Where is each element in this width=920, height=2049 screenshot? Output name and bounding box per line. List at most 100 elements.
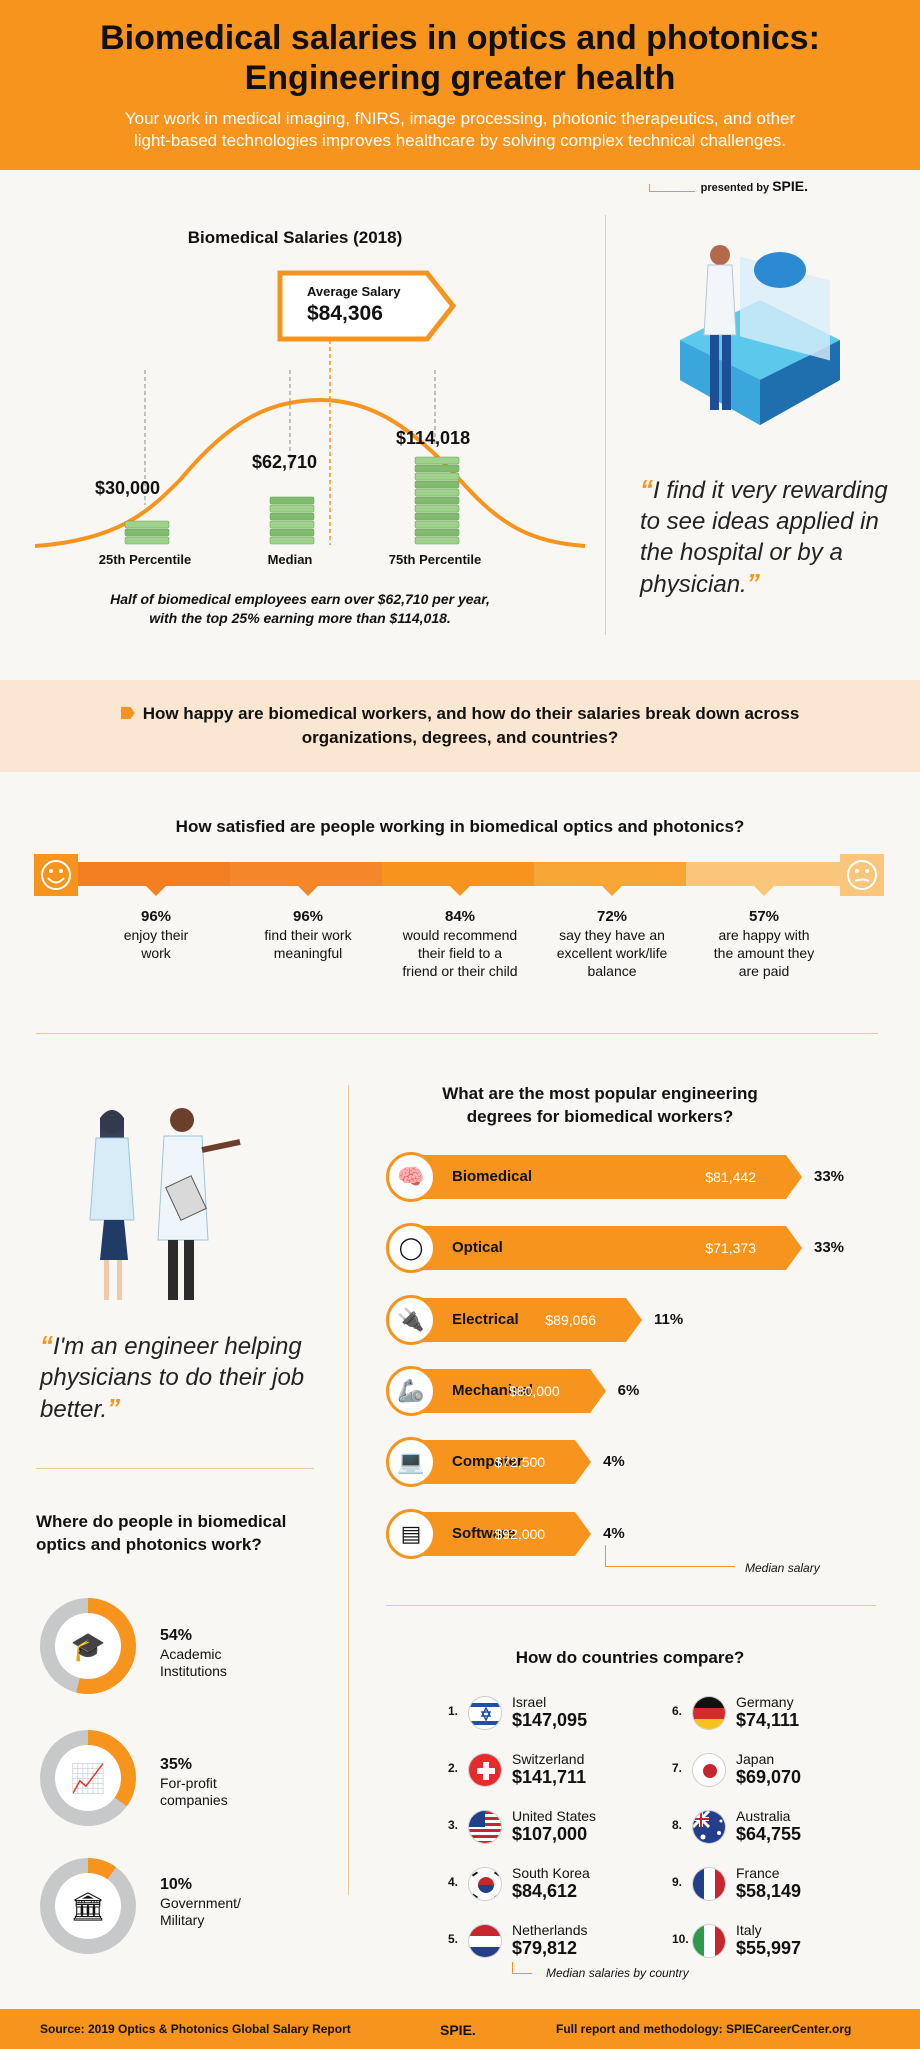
value-p75: $114,018 (396, 428, 471, 448)
graduation-cap-icon: 🎓 (70, 1630, 106, 1662)
satisfaction-stat-1: 96% enjoy their work (123, 908, 189, 961)
money-bill-1-3 (269, 512, 315, 521)
money-bill-1-0 (269, 536, 315, 545)
money-bill-1-5 (269, 496, 315, 505)
switzerland-flag-icon (468, 1753, 502, 1787)
brain-icon: 🧠 (386, 1152, 436, 1202)
money-bill-0-0 (124, 536, 170, 545)
value-p25: $30,000 (95, 478, 161, 498)
satisfaction-segment-2 (230, 862, 382, 886)
presentation-board-icon: 📈 (70, 1762, 106, 1794)
divider-horizontal-1 (36, 1033, 878, 1034)
satisfaction-stat-5: 57% are happy with the amount they are paid (713, 908, 815, 979)
bell-curve (34, 397, 586, 548)
work-stat-academic: 54% Academic Institutions (160, 1627, 227, 1679)
money-bill-2-7 (414, 480, 460, 489)
satisfaction-segment-1 (78, 862, 230, 886)
money-bill-2-9 (414, 464, 460, 473)
divider-horizontal-2 (36, 1468, 314, 1469)
close-quote-icon: ” (746, 568, 760, 598)
label-p25: 25th Percentile (98, 552, 192, 567)
presented-by: presented by SPIE. (648, 178, 808, 194)
salary-chart (34, 340, 586, 548)
average-label: Average Salary (307, 284, 401, 299)
australia-flag-icon (692, 1810, 726, 1844)
donut-government: 🏛 (40, 1858, 136, 1954)
countries-note: Median salaries by country (546, 1966, 689, 1980)
money-bill-2-4 (414, 504, 460, 513)
degree-bar: Computer $72,500 (416, 1440, 592, 1484)
money-bill-2-10 (414, 456, 460, 465)
divider-vertical-top (605, 215, 606, 635)
footer-logo: SPIE. (440, 2022, 476, 2038)
satisfaction-stat-3: 84% would recommend their field to a friend… (402, 908, 518, 979)
divider-vertical-bottom (348, 1085, 349, 1895)
quote-2: “I'm an engineer helping physicians to d… (40, 1330, 305, 1423)
degree-percent: 11% (654, 1311, 684, 1328)
degree-percent: 33% (814, 1239, 845, 1256)
degrees-note: Median salary (605, 1545, 820, 1575)
work-stat-government: 10% Government/Military (160, 1876, 241, 1928)
salaries-caption: Half of biomedical employees earn over $… (110, 591, 490, 626)
happy-face-box (34, 854, 78, 896)
usa-flag-icon (468, 1810, 502, 1844)
money-bill-2-6 (414, 488, 460, 497)
spie-logo: SPIE. (772, 178, 808, 194)
header-banner: Biomedical salaries in optics and photon… (0, 0, 920, 170)
doctor-hologram-illustration (680, 245, 840, 425)
footer: Source: 2019 Optics & Photonics Global S… (0, 2009, 920, 2049)
quote-1: “I find it very rewarding to see ideas a… (640, 474, 888, 598)
label-median: Median (267, 552, 313, 567)
degree-bar: Mechanical $80,000 (416, 1369, 606, 1413)
satisfaction-title: How satisfied are people working in biom… (175, 817, 745, 836)
lens-icon: ◯ (386, 1223, 436, 1273)
money-bill-2-5 (414, 496, 460, 505)
divider-horizontal-3 (386, 1605, 876, 1606)
degree-bar: Biomedical $81,442 (416, 1155, 802, 1199)
label-p75: 75th Percentile (388, 552, 482, 567)
money-bill-2-2 (414, 520, 460, 529)
page-subtitle: Your work in medical imaging, fNIRS, ima… (124, 109, 796, 150)
degree-percent: 6% (617, 1382, 640, 1399)
money-bill-1-4 (269, 504, 315, 513)
satisfaction-stat-4: 72% say they have an excellent work/life ba… (556, 908, 668, 979)
money-bill-2-8 (414, 472, 460, 481)
plug-icon: 🔌 (386, 1295, 436, 1345)
france-flag-icon (692, 1867, 726, 1901)
money-bill-2-0 (414, 536, 460, 545)
money-bill-0-1 (124, 528, 170, 537)
degrees-title: What are the most popular engineering deg… (442, 1084, 758, 1126)
money-bill-0-2 (124, 520, 170, 529)
money-bill-2-3 (414, 512, 460, 521)
government-building-icon: 🏛 (70, 1890, 106, 1922)
satisfaction-segment-3 (382, 862, 534, 886)
degree-percent: 4% (603, 1525, 625, 1542)
laptop-icon: 💻 (386, 1437, 436, 1487)
code-icon: ▤ (386, 1509, 436, 1559)
question-band: How happy are biomedical workers, and ho… (0, 680, 920, 772)
countries-note-arrow (512, 1962, 532, 1974)
netherlands-flag-icon (468, 1924, 502, 1958)
satisfaction-segment-5 (686, 862, 840, 886)
degree-bar: Software $92,000 (416, 1512, 592, 1556)
close-quote-icon: ” (107, 1393, 121, 1423)
degree-percent: 4% (603, 1453, 625, 1470)
average-value: $84,306 (307, 302, 383, 325)
degree-percent: 33% (814, 1168, 845, 1185)
degree-bar: Electrical $89,066 (416, 1298, 642, 1342)
footer-source: Source: 2019 Optics & Photonics Global S… (40, 2022, 351, 2036)
degree-bar: Optical $71,373 (416, 1226, 802, 1270)
donut-for-profit: 📈 (40, 1730, 136, 1826)
money-bill-1-2 (269, 520, 315, 529)
arrow-tag-icon (120, 707, 135, 719)
satisfaction-bar (34, 854, 884, 896)
germany-flag-icon (692, 1696, 726, 1730)
donut-academic: 🎓 (40, 1598, 136, 1694)
money-bill-2-1 (414, 528, 460, 537)
footer-report-link[interactable]: Full report and methodology: SPIECareerC… (556, 2022, 852, 2036)
engineers-illustration (89, 1108, 241, 1300)
open-quote-icon: “ (640, 474, 653, 504)
satisfaction-stat-2: 96% find their work meaningful (264, 908, 352, 961)
satisfaction-segment-4 (534, 862, 686, 886)
value-median: $62,710 (252, 452, 318, 472)
